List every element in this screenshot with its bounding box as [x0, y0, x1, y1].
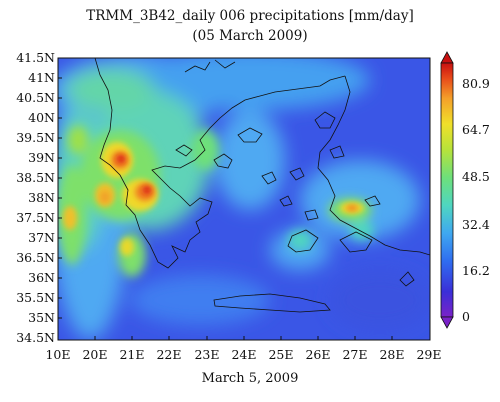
x-tick-label: 29E [416, 347, 442, 362]
y-tick-label: 34.5N [16, 330, 55, 345]
colorbar-label: 32.4 [462, 217, 490, 232]
colorbar-label: 48.5 [462, 169, 490, 184]
axis-ticks [58, 57, 393, 340]
y-tick-label: 41N [28, 70, 55, 85]
map-title: TRMM_3B42_daily 006 precipitations [mm/d… [86, 8, 414, 24]
y-tick-label: 39N [28, 150, 55, 165]
colorbar-label: 16.2 [462, 263, 490, 278]
colorbar-gradient [440, 62, 454, 318]
colorbar [440, 51, 454, 329]
y-tick-label: 36N [28, 270, 55, 285]
y-tick-label: 40.5N [16, 90, 55, 105]
x-tick-label: 27E [342, 347, 368, 362]
y-tick-label: 35.5N [16, 290, 55, 305]
y-tick-label: 38.5N [16, 170, 55, 185]
x-tick-label: 10E [45, 347, 71, 362]
y-tick-label: 38N [28, 190, 55, 205]
precipitation-field [58, 58, 430, 340]
colorbar-label: 80.9 [462, 76, 490, 91]
colorbar-label: 0 [462, 309, 470, 324]
y-tick-label: 41.5N [16, 50, 55, 65]
y-tick-label: 37.5N [16, 210, 55, 225]
map-subtitle: (05 March 2009) [192, 28, 308, 44]
x-tick-label: 23E [194, 347, 220, 362]
x-tick-label: 25E [268, 347, 294, 362]
x-tick-label: 24E [231, 347, 257, 362]
coastlines [94, 58, 430, 313]
x-tick-label: 22E [156, 347, 182, 362]
y-tick-label: 39.5N [16, 130, 55, 145]
y-tick-label: 35N [28, 310, 55, 325]
y-tick-label: 37N [28, 230, 55, 245]
x-tick-label: 21E [119, 347, 145, 362]
colorbar-label: 64.7 [462, 122, 490, 137]
colorbar-max-arrow [440, 51, 454, 64]
y-tick-label: 36.5N [16, 250, 55, 265]
x-tick-label: 28E [379, 347, 405, 362]
x-tick-label: 26E [305, 347, 331, 362]
colorbar-min-arrow [440, 316, 454, 329]
y-tick-label: 40N [28, 110, 55, 125]
map-caption: March 5, 2009 [201, 371, 299, 386]
x-tick-label: 20E [82, 347, 108, 362]
